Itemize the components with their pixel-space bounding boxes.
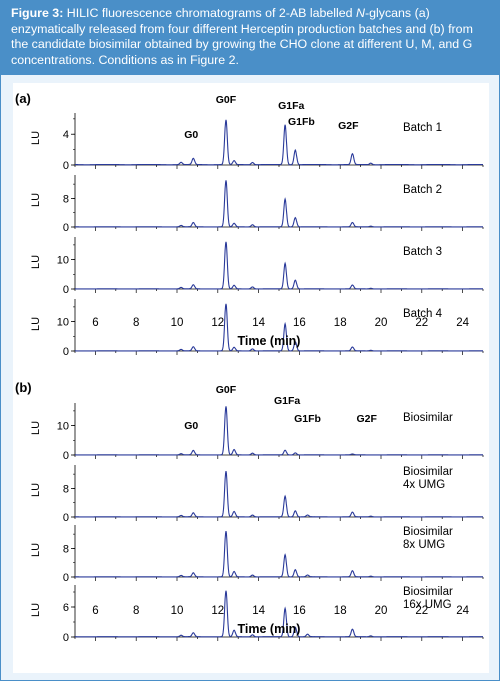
series-line-biosimilar-8x-umg <box>75 531 483 578</box>
series-name-line: 16x UMG <box>403 599 452 611</box>
x-tick-label-1: 16 <box>293 605 306 617</box>
x-tick-label-1: 14 <box>252 605 265 617</box>
peak-label-g0f: G0F <box>216 384 237 396</box>
y-tick-label-1-0: 0 <box>63 450 69 462</box>
caption-text-1: HILIC fluorescence chromatograms of 2-AB… <box>63 6 357 20</box>
x-tick-label-0: 10 <box>171 317 184 329</box>
x-tick-label-0: 14 <box>252 317 265 329</box>
y-tick-label-0-1: 8 <box>63 193 69 205</box>
x-tick-label-0: 22 <box>415 317 428 329</box>
y-tick-label-0-1: 0 <box>63 222 69 234</box>
panel-label-1: (b) <box>15 380 32 395</box>
series-line-biosimilar-4x-umg <box>75 471 483 518</box>
figure-caption: Figure 3: HILIC fluorescence chromatogra… <box>1 1 499 75</box>
series-name-label: Biosimilar 4x UMG <box>403 466 453 491</box>
series-name-label: Batch 2 <box>403 184 442 196</box>
x-tick-label-1: 6 <box>92 605 98 617</box>
y-tick-label-1-2: 8 <box>63 543 69 555</box>
peak-label-g1fa: G1Fa <box>274 395 300 407</box>
y-tick-label-0-0: 4 <box>63 129 69 141</box>
x-tick-label-0: 12 <box>211 317 224 329</box>
y-axis-label-1-0: LU <box>30 421 42 435</box>
series-name-line: Biosimilar <box>403 466 453 478</box>
y-axis-label-1-1: LU <box>30 483 42 497</box>
y-tick-label-1-0: 10 <box>57 421 69 433</box>
peak-label-g2f: G2F <box>357 413 378 425</box>
y-axis-label-0-0: LU <box>30 131 42 145</box>
peak-label-g1fb: G1Fb <box>288 116 315 128</box>
x-tick-label-0: 6 <box>92 317 98 329</box>
x-tick-label-0: 16 <box>293 317 306 329</box>
x-axis-title-0: Time (min) <box>238 334 301 348</box>
y-axis-label-0-3: LU <box>30 317 42 331</box>
series-name-label: Batch 3 <box>403 246 442 258</box>
y-tick-label-0-3: 0 <box>63 346 69 358</box>
y-tick-label-1-2: 0 <box>63 572 69 584</box>
x-tick-label-1: 18 <box>334 605 347 617</box>
series-line-batch-3 <box>75 241 483 290</box>
series-line-batch-1 <box>75 119 483 166</box>
series-line-biosimilar-16x-umg <box>75 590 483 638</box>
y-tick-label-1-3: 6 <box>63 602 69 614</box>
y-tick-label-0-2: 0 <box>63 284 69 296</box>
y-tick-label-1-3: 0 <box>63 632 69 644</box>
y-axis-label-0-1: LU <box>30 193 42 207</box>
y-tick-label-1-1: 0 <box>63 512 69 524</box>
y-tick-label-0-3: 10 <box>57 317 69 329</box>
series-name-line: 4x UMG <box>403 479 445 491</box>
caption-label: Figure 3: <box>11 6 64 20</box>
series-name-line: 8x UMG <box>403 539 445 551</box>
chromatogram-chart: (a) 0 4 LU Batch 1 0 8 LU Batch 2 0 10 LU Batch 3 0 10… <box>15 91 484 644</box>
x-tick-label-0: 18 <box>334 317 347 329</box>
peak-label-g1fb: G1Fb <box>294 413 321 425</box>
y-axis-label-0-2: LU <box>30 255 42 269</box>
peak-label-g0: G0 <box>184 129 198 141</box>
panel-label-0: (a) <box>15 91 31 106</box>
y-tick-label-0-0: 0 <box>63 160 69 172</box>
series-name-line: Batch 3 <box>403 246 442 258</box>
peak-label-g2f: G2F <box>338 120 359 132</box>
series-name-label: Batch 4 <box>403 308 443 320</box>
series-name-label: Biosimilar 8x UMG <box>403 526 453 551</box>
caption-italic: N <box>356 6 365 20</box>
y-axis-label-1-2: LU <box>30 543 42 557</box>
series-line-batch-4 <box>75 303 483 352</box>
x-tick-label-1: 12 <box>211 605 224 617</box>
y-tick-label-1-1: 8 <box>63 483 69 495</box>
x-tick-label-1: 8 <box>133 605 139 617</box>
peak-label-g1fa: G1Fa <box>278 100 304 112</box>
series-name-line: Biosimilar <box>403 586 453 598</box>
series-name-line: Batch 1 <box>403 122 442 134</box>
x-tick-label-0: 24 <box>456 317 469 329</box>
x-tick-label-1: 20 <box>375 605 388 617</box>
series-name-line: Biosimilar <box>403 526 453 538</box>
series-line-batch-2 <box>75 180 483 228</box>
series-name-line: Batch 4 <box>403 308 443 320</box>
caption-text-2: -glycans (a) enzymatically released from… <box>11 6 473 67</box>
peak-label-g0: G0 <box>184 420 198 432</box>
series-name-label: Batch 1 <box>403 122 442 134</box>
series-name-line: Batch 2 <box>403 184 442 196</box>
x-tick-label-0: 20 <box>375 317 388 329</box>
x-tick-label-1: 10 <box>171 605 184 617</box>
x-axis-title-1: Time (min) <box>238 622 301 636</box>
y-tick-label-0-2: 10 <box>57 255 69 267</box>
series-name-label: Biosimilar 16x UMG <box>403 586 453 611</box>
peak-label-g0f: G0F <box>216 94 237 106</box>
x-tick-label-1: 22 <box>415 605 428 617</box>
series-line-biosimilar <box>75 406 483 456</box>
series-name-label: Biosimilar <box>403 412 453 424</box>
y-axis-label-1-3: LU <box>30 603 42 617</box>
series-name-line: Biosimilar <box>403 412 453 424</box>
chart-panel: (a) 0 4 LU Batch 1 0 8 LU Batch 2 0 10 LU Batch 3 0 10… <box>13 83 489 673</box>
x-tick-label-1: 24 <box>456 605 469 617</box>
x-tick-label-0: 8 <box>133 317 139 329</box>
